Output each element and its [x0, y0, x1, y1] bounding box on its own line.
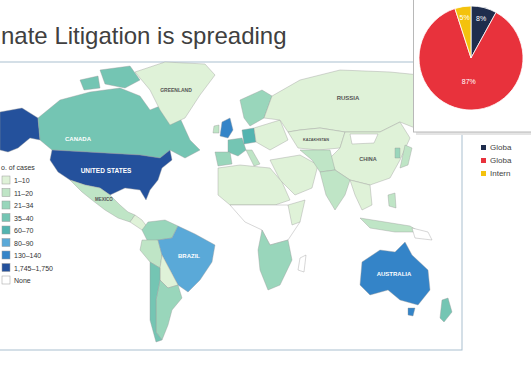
legend-swatch [2, 251, 10, 259]
region [440, 298, 452, 322]
legend-label: 21–34 [14, 202, 34, 209]
pie-slice [455, 6, 471, 58]
legend-label: 80–90 [14, 240, 34, 247]
pie-labels: 8% 87% 5% [460, 14, 487, 84]
region [135, 62, 215, 125]
legend-label: 130–140 [14, 252, 41, 259]
region [320, 170, 350, 210]
region-label: CANADA [65, 136, 92, 142]
legend-label: 11–20 [14, 190, 33, 197]
pie-box [414, 0, 531, 132]
map [0, 62, 460, 342]
region [213, 125, 219, 133]
region [288, 128, 345, 150]
region [50, 150, 172, 200]
data-label: 87% [462, 78, 476, 85]
legend-label: None [14, 277, 31, 284]
region-label: BRAZIL [178, 253, 200, 259]
legend-swatch [2, 189, 10, 197]
legend-swatch [2, 264, 10, 272]
region-label: GREENLAND [160, 87, 192, 93]
region [408, 308, 415, 316]
region [360, 242, 430, 305]
region [350, 134, 378, 144]
legend-label: Intern [490, 169, 510, 178]
region [300, 150, 335, 172]
legend-label: 1,745–1,750 [14, 265, 53, 272]
legend-swatch [481, 158, 486, 163]
region [100, 66, 140, 88]
pie-legend: Globa Globa Intern [481, 143, 512, 178]
region-label: MEXICO [95, 197, 113, 202]
region-label: UNITED STATES [81, 167, 132, 174]
map-labels: CANADA GREENLAND UNITED STATES MEXICO BRAZIL… [65, 87, 412, 277]
legend-label: 60–70 [14, 227, 34, 234]
region-label: AUSTRALIA [377, 271, 412, 277]
map-frame [0, 62, 462, 350]
legend-title: o. of cases [1, 164, 35, 171]
region-label: KAZAKHSTAN [303, 138, 329, 142]
legend-swatch [2, 176, 10, 184]
legend-swatch [481, 171, 486, 176]
region [156, 280, 182, 340]
region [80, 76, 100, 90]
region [228, 138, 246, 156]
region [150, 262, 162, 342]
data-label: 5% [460, 14, 470, 21]
data-label: 8% [476, 15, 486, 22]
region [258, 230, 292, 290]
region [360, 218, 420, 232]
region [400, 145, 412, 168]
pie [419, 6, 523, 110]
region [246, 150, 260, 166]
legend-swatch [2, 239, 10, 247]
region [218, 165, 290, 205]
region [0, 108, 40, 152]
region [350, 180, 372, 210]
legend-swatch [2, 214, 10, 222]
region-label: CHINA [359, 156, 376, 162]
slide: nate Litigation is spreading CANADA GREENL… [0, 0, 531, 375]
background [0, 0, 531, 375]
region [288, 200, 305, 225]
map-legend: o. of cases 1–10 11–20 21–34 35–40 60–70 80–90… [1, 164, 53, 284]
region [388, 193, 396, 208]
region [240, 90, 272, 126]
region [412, 228, 432, 240]
region [158, 226, 215, 292]
legend-label: Globa [490, 143, 512, 152]
region [215, 152, 232, 166]
region [395, 148, 400, 158]
legend-swatch [2, 226, 10, 234]
legend-label: Globa [490, 156, 512, 165]
region [242, 128, 256, 144]
legend-label: 1–10 [14, 177, 30, 184]
region [298, 255, 306, 272]
title: nate Litigation is spreading [1, 22, 287, 49]
region [220, 118, 233, 138]
legend-swatch [2, 276, 10, 284]
region [70, 180, 135, 222]
region-label: RUSSIA [337, 95, 360, 101]
legend-label: 35–40 [14, 215, 34, 222]
legend-swatch [481, 145, 486, 150]
legend-swatch [2, 201, 10, 209]
